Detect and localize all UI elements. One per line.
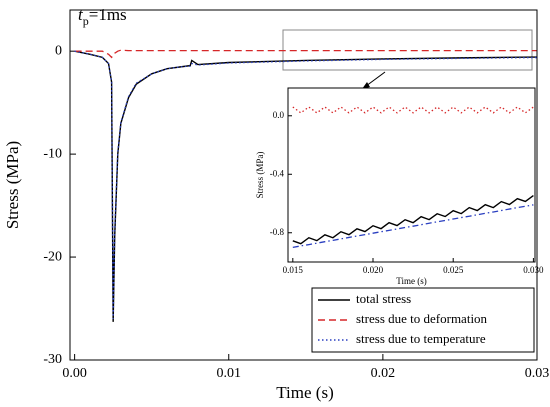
y-tick-label: -30: [43, 352, 62, 367]
legend-box: [311, 287, 535, 353]
series-line: [292, 204, 534, 249]
x-tick-label: 0.03: [525, 366, 550, 381]
x-tick-label: 0.00: [62, 366, 87, 381]
x-tick-label: 0.01: [216, 366, 241, 381]
legend-label: stress due to temperature: [356, 331, 486, 346]
annotation-symbol: t: [78, 5, 84, 24]
inset-background: [288, 88, 535, 262]
plot-frame: [287, 87, 536, 263]
y-tick-label: -0.8: [270, 227, 285, 237]
x-axis-label: Time (s): [276, 383, 333, 402]
annotation-subscript: p: [83, 14, 89, 28]
annotation-text: =1ms: [89, 5, 127, 24]
annotation: tp=1ms: [78, 5, 127, 28]
y-axis-label: Stress (MPa): [3, 141, 22, 229]
zoom-arrowhead: [362, 82, 370, 89]
x-tick-label: 0.015: [283, 265, 304, 275]
x-tick-label: 0.025: [443, 265, 464, 275]
x-tick-label: 0.030: [523, 265, 544, 275]
series-line: [292, 195, 534, 245]
legend-label: stress due to deformation: [356, 311, 488, 326]
inset-x-label: Time (s): [396, 276, 426, 286]
y-tick-label: -10: [43, 146, 62, 161]
x-tick-label: 0.020: [363, 265, 384, 275]
y-tick-label: -20: [43, 249, 62, 264]
zoom-region: [282, 29, 533, 71]
series-line: [74, 49, 537, 59]
plot-frame: [69, 9, 538, 361]
y-tick-label: 0: [55, 43, 62, 58]
y-tick-label: 0.0: [273, 110, 285, 120]
series-line: [74, 50, 537, 319]
y-tick-label: -0.4: [270, 168, 285, 178]
legend-label: total stress: [356, 291, 411, 306]
inset-y-label: Stress (MPa): [255, 152, 265, 199]
x-tick-label: 0.02: [371, 366, 396, 381]
series-line: [292, 106, 534, 114]
